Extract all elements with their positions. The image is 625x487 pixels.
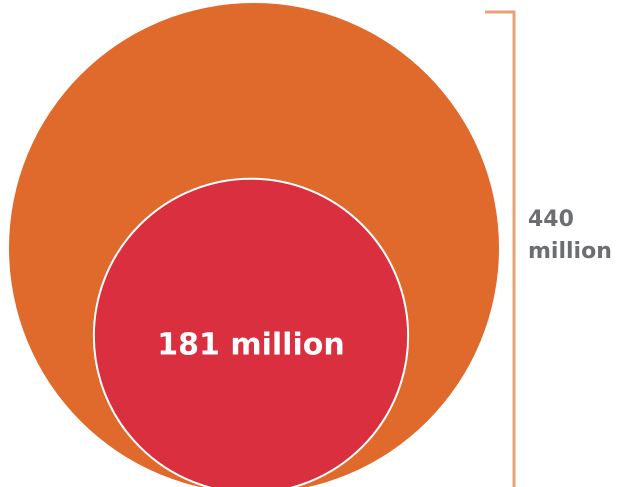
inner-circle-label: 181 million bbox=[157, 327, 344, 362]
inner-circle-181-million bbox=[92, 177, 410, 487]
size-bracket bbox=[485, 10, 516, 487]
outer-label-number: 440 bbox=[528, 207, 574, 232]
outer-label-unit: million bbox=[528, 239, 612, 264]
